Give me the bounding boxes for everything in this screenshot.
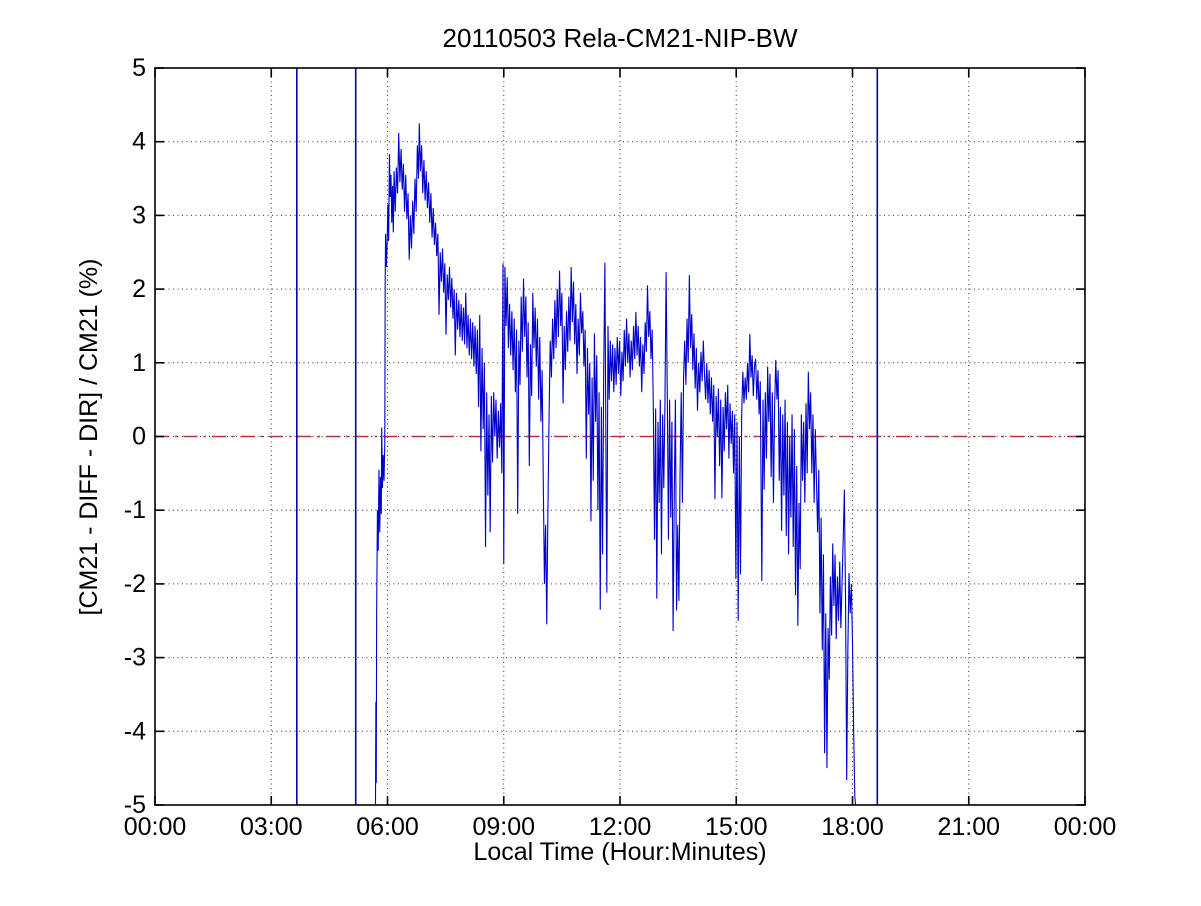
y-tick-label: -2 — [124, 570, 146, 598]
y-tick-label: 4 — [132, 128, 146, 156]
y-tick-label: -5 — [124, 791, 146, 819]
y-tick-label: 5 — [132, 54, 146, 82]
x-tick-label: 00:00 — [1054, 813, 1117, 841]
x-tick-label: 03:00 — [240, 813, 303, 841]
x-axis-label: Local Time (Hour:Minutes) — [473, 838, 766, 866]
y-tick-label: 2 — [132, 275, 146, 303]
y-tick-label: -1 — [124, 496, 146, 524]
y-tick-label: 0 — [132, 423, 146, 451]
plot-layer: 00:00 03:00 06:00 09:00 12:00 15:00 18:00 21:00… — [124, 54, 1117, 841]
y-tick-label: 1 — [132, 349, 146, 377]
chart-title: 20110503 Rela-CM21-NIP-BW — [443, 23, 798, 53]
y-tick-label: -4 — [124, 717, 146, 745]
data-series-line — [374, 123, 857, 806]
x-tick-label: 18:00 — [821, 813, 884, 841]
y-axis-label: [CM21 - DIFF - DIR] / CM21 (%) — [75, 259, 103, 616]
y-tick-label: -3 — [124, 644, 146, 672]
x-tick-label: 12:00 — [589, 813, 652, 841]
x-tick-label: 09:00 — [472, 813, 535, 841]
x-tick-label: 00:00 — [124, 813, 187, 841]
x-tick-label: 06:00 — [356, 813, 419, 841]
y-tick-label: 3 — [132, 201, 146, 229]
x-tick-label: 21:00 — [937, 813, 1000, 841]
x-tick-label: 15:00 — [705, 813, 768, 841]
